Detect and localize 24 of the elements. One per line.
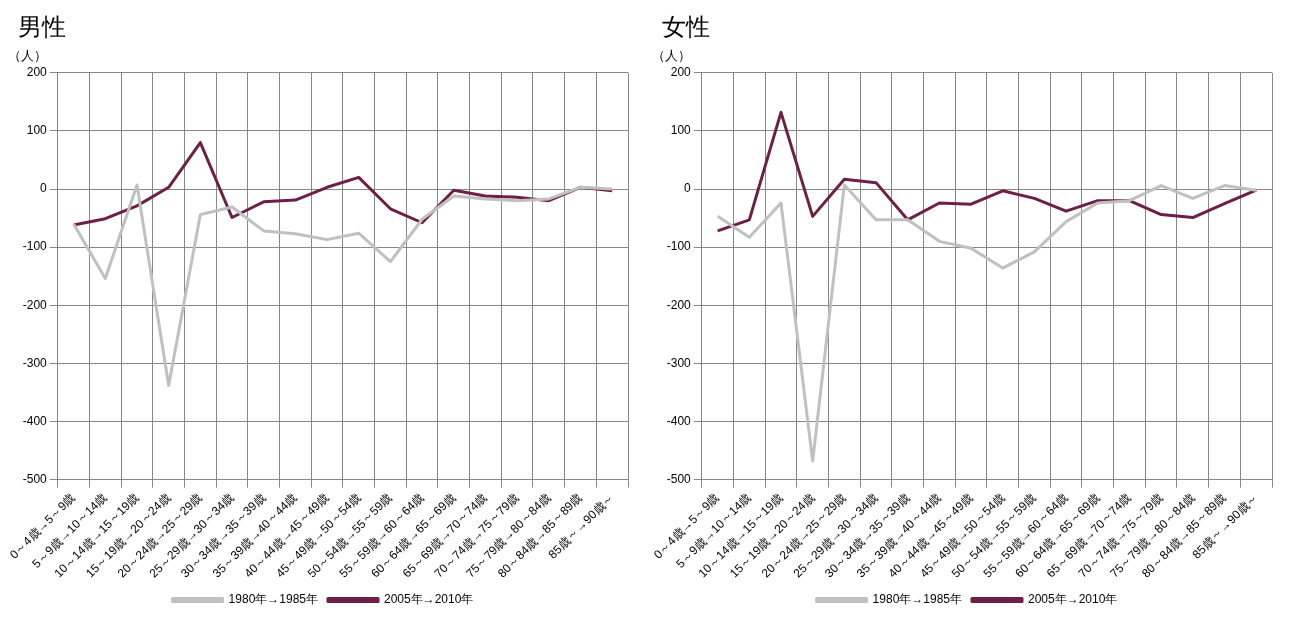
y-tick-label: 0 [684, 181, 692, 196]
y-tick-label: -300 [666, 355, 692, 370]
y-tick-label: 100 [670, 123, 692, 138]
y-tick-label: -200 [666, 297, 692, 312]
y-tick-label: -300 [22, 355, 48, 370]
y-tick-label: 0 [40, 181, 48, 196]
y-tick-label: 100 [26, 123, 48, 138]
chart-title: 女性 [662, 13, 710, 41]
y-tick-label: -200 [22, 297, 48, 312]
legend-label: 1980年→1985年 [872, 592, 962, 607]
y-tick-label: -400 [666, 413, 692, 428]
y-tick-label: -100 [22, 239, 48, 254]
legend-label: 1980年→1985年 [228, 592, 318, 607]
y-axis-title: （人） [652, 47, 692, 63]
y-tick-label: 200 [26, 65, 48, 80]
y-tick-label: -500 [22, 471, 48, 486]
y-tick-label: -400 [22, 413, 48, 428]
chart-title: 男性 [18, 13, 66, 41]
legend-label: 2005年→2010年 [1028, 592, 1118, 607]
y-axis-title: （人） [8, 47, 48, 63]
y-tick-label: 200 [670, 65, 692, 80]
legend-label: 2005年→2010年 [384, 592, 474, 607]
y-tick-label: -100 [666, 239, 692, 254]
y-tick-label: -500 [666, 471, 692, 486]
